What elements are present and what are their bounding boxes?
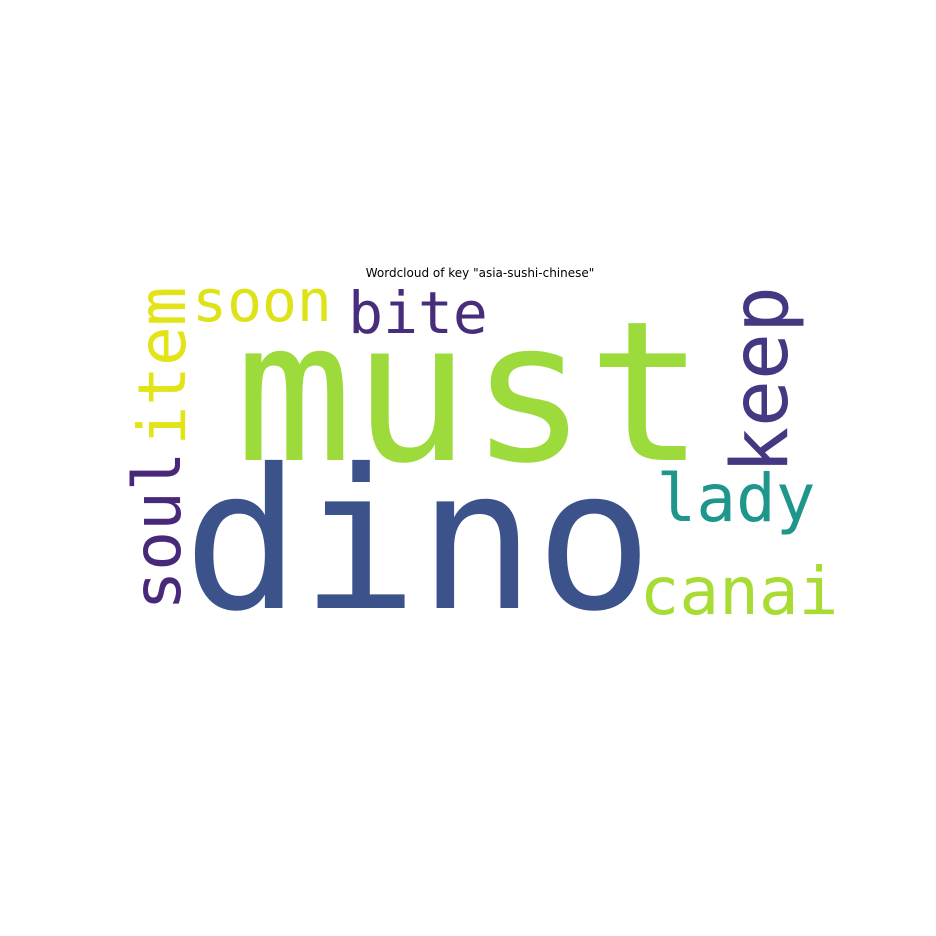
word-soon: soon: [192, 267, 332, 335]
word-bite: bite: [348, 279, 488, 347]
word-must: must: [235, 279, 705, 506]
word-canai: canai: [640, 553, 839, 630]
chart-title: Wordcloud of key "asia-sushi-chinese": [365, 266, 595, 280]
word-dino: dino: [183, 427, 653, 654]
word-soul: soul: [119, 452, 196, 611]
word-lady: lady: [657, 460, 816, 537]
word-item: item: [124, 287, 201, 446]
word-keep: keep: [716, 286, 806, 474]
